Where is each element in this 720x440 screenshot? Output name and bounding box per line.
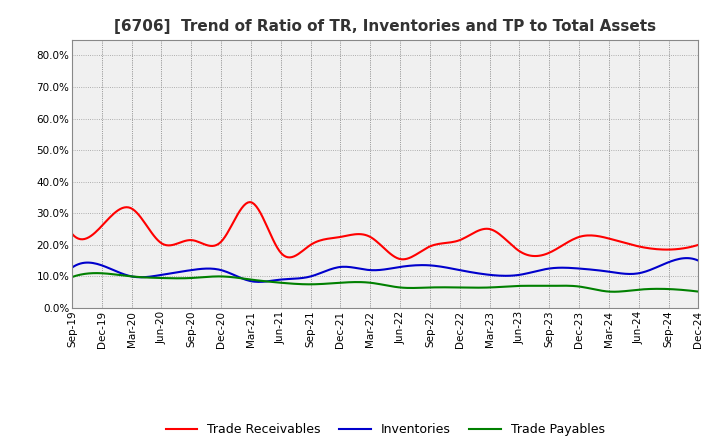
Inventories xyxy=(254,279,263,285)
Legend: Trade Receivables, Inventories, Trade Payables: Trade Receivables, Inventories, Trade Pa… xyxy=(161,418,610,440)
Inventories xyxy=(443,265,451,270)
Inventories xyxy=(637,270,646,275)
Trade Receivables xyxy=(694,242,703,247)
Trade Receivables xyxy=(639,245,648,250)
Trade Receivables xyxy=(443,240,451,246)
Inventories xyxy=(68,265,76,270)
Line: Inventories: Inventories xyxy=(72,258,698,282)
Inventories xyxy=(441,264,449,270)
Trade Payables xyxy=(598,288,606,293)
Trade Receivables xyxy=(246,199,254,205)
Trade Receivables xyxy=(70,233,78,238)
Trade Payables xyxy=(70,274,78,279)
Trade Payables xyxy=(93,271,102,276)
Inventories xyxy=(694,258,703,263)
Trade Payables xyxy=(68,275,76,280)
Trade Receivables xyxy=(455,238,464,243)
Trade Payables xyxy=(611,289,619,294)
Trade Receivables xyxy=(68,231,76,236)
Line: Trade Receivables: Trade Receivables xyxy=(72,202,698,259)
Inventories xyxy=(598,268,606,273)
Inventories xyxy=(70,264,78,269)
Trade Payables xyxy=(639,286,648,292)
Trade Receivables xyxy=(600,235,608,240)
Trade Payables xyxy=(694,289,703,294)
Title: [6706]  Trend of Ratio of TR, Inventories and TP to Total Assets: [6706] Trend of Ratio of TR, Inventories… xyxy=(114,19,656,34)
Trade Receivables xyxy=(399,257,408,262)
Trade Payables xyxy=(453,285,462,290)
Trade Payables xyxy=(443,285,451,290)
Inventories xyxy=(453,267,462,272)
Trade Receivables xyxy=(445,240,454,245)
Line: Trade Payables: Trade Payables xyxy=(72,273,698,292)
Inventories xyxy=(682,256,690,261)
Trade Payables xyxy=(441,285,449,290)
